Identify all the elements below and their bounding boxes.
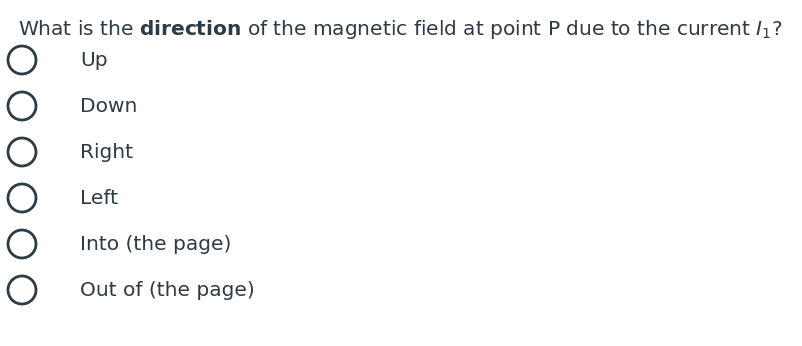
Text: Down: Down (80, 97, 137, 116)
Text: Into (the page): Into (the page) (80, 235, 231, 254)
Text: Up: Up (80, 51, 107, 70)
Circle shape (8, 138, 36, 166)
Circle shape (8, 230, 36, 258)
Circle shape (8, 46, 36, 74)
Text: Right: Right (80, 143, 133, 162)
Text: What is the $\mathbf{direction}$ of the magnetic field at point P due to the cur: What is the $\mathbf{direction}$ of the … (18, 18, 783, 41)
Circle shape (8, 276, 36, 304)
Circle shape (8, 184, 36, 212)
Circle shape (8, 92, 36, 120)
Text: Left: Left (80, 189, 118, 208)
Text: Out of (the page): Out of (the page) (80, 281, 255, 300)
